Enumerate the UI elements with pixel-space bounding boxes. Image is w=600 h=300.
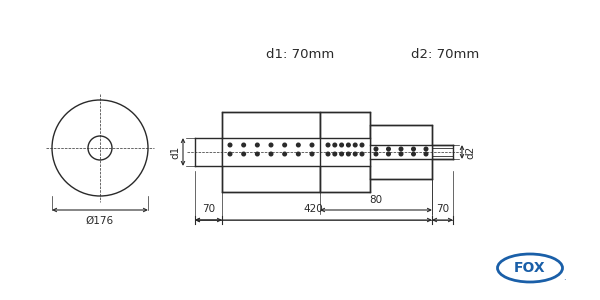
Bar: [320, 112, 370, 192]
Circle shape: [347, 143, 350, 147]
Text: d2: 70mm: d2: 70mm: [411, 49, 479, 62]
Circle shape: [269, 152, 273, 156]
Circle shape: [333, 152, 337, 156]
Circle shape: [387, 147, 391, 151]
Text: d1: 70mm: d1: 70mm: [266, 49, 334, 62]
Circle shape: [360, 152, 364, 156]
Circle shape: [374, 147, 378, 151]
Text: 420: 420: [304, 204, 323, 214]
Circle shape: [242, 143, 245, 147]
Circle shape: [347, 152, 350, 156]
Circle shape: [228, 152, 232, 156]
Bar: [370, 125, 432, 179]
Text: d2: d2: [465, 146, 475, 159]
Circle shape: [326, 143, 330, 147]
Bar: [370, 125, 432, 179]
Text: 70: 70: [436, 204, 449, 214]
Circle shape: [399, 152, 403, 156]
Circle shape: [360, 143, 364, 147]
Circle shape: [333, 143, 337, 147]
Circle shape: [340, 152, 343, 156]
Circle shape: [412, 152, 415, 156]
Bar: [222, 112, 320, 192]
Bar: [320, 112, 370, 192]
Circle shape: [88, 136, 112, 160]
Bar: [222, 112, 320, 192]
Circle shape: [228, 143, 232, 147]
Circle shape: [296, 152, 300, 156]
Bar: [222, 138, 370, 166]
Circle shape: [399, 147, 403, 151]
Circle shape: [283, 152, 286, 156]
Circle shape: [269, 143, 273, 147]
Text: .: .: [563, 274, 565, 283]
Ellipse shape: [497, 254, 563, 282]
Text: FOX: FOX: [514, 261, 546, 275]
Circle shape: [353, 143, 357, 147]
Text: 80: 80: [370, 195, 383, 205]
Circle shape: [424, 152, 428, 156]
Text: 70: 70: [202, 204, 215, 214]
Circle shape: [326, 152, 330, 156]
Circle shape: [242, 152, 245, 156]
Text: Ø176: Ø176: [86, 216, 114, 226]
Circle shape: [374, 152, 378, 156]
Circle shape: [283, 143, 286, 147]
Circle shape: [256, 143, 259, 147]
Circle shape: [310, 143, 314, 147]
Text: d1: d1: [170, 146, 180, 159]
Circle shape: [256, 152, 259, 156]
Circle shape: [52, 100, 148, 196]
Circle shape: [387, 152, 391, 156]
Circle shape: [412, 147, 415, 151]
Circle shape: [424, 147, 428, 151]
Circle shape: [340, 143, 343, 147]
Bar: [370, 145, 432, 159]
Circle shape: [310, 152, 314, 156]
Circle shape: [353, 152, 357, 156]
Circle shape: [296, 143, 300, 147]
